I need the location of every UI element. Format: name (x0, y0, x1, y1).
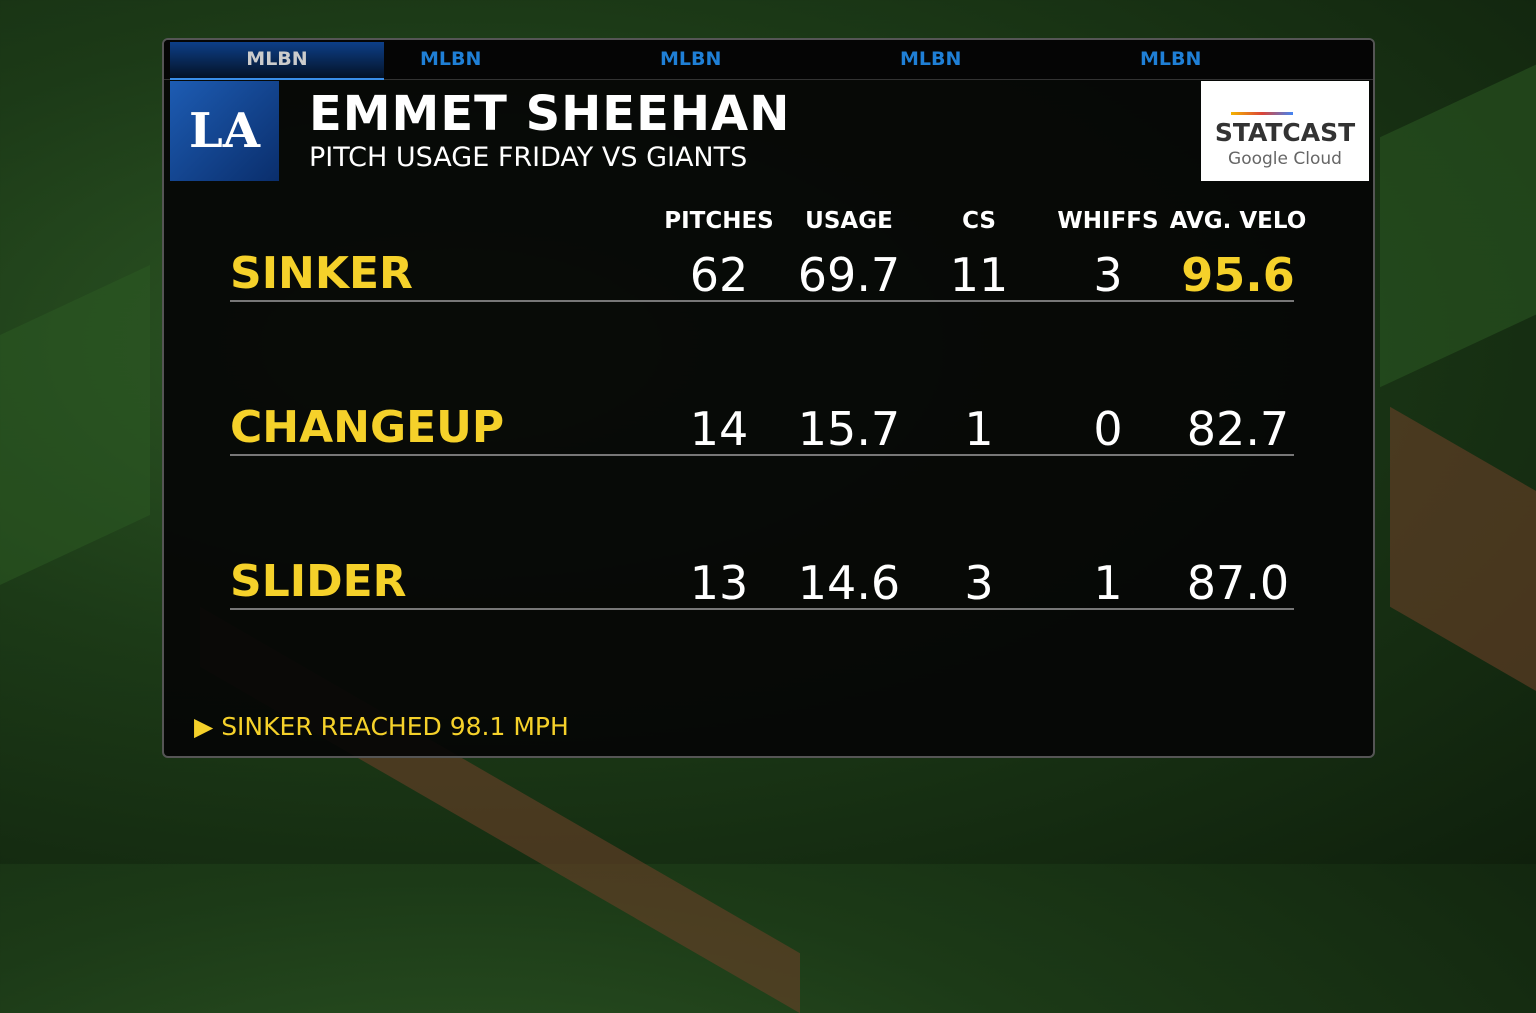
usage-value: 15.7 (797, 402, 901, 456)
whiffs-value: 0 (1093, 402, 1123, 456)
table-row: CHANGEUP 14 15.7 1 0 82.7 (230, 396, 1294, 456)
player-name: EMMET SHEEHAN (309, 86, 791, 142)
play-triangle-icon: ▶ (194, 712, 222, 741)
usage-value: 14.6 (797, 556, 901, 610)
header-avg-velo: AVG. VELO (1169, 208, 1307, 234)
header-usage: USAGE (805, 208, 893, 234)
header-whiffs: WHIFFS (1057, 208, 1159, 234)
cs-value: 1 (964, 402, 994, 456)
dodgers-logo: LA (170, 81, 279, 181)
network-tabs: MLBN MLBN MLBN MLBN MLBN (164, 40, 1373, 80)
velo-value: 95.6 (1181, 248, 1295, 302)
pitches-value: 14 (689, 402, 749, 456)
tab-mlbn-3: MLBN (660, 48, 722, 70)
background-dirt (1390, 406, 1536, 694)
statcast-stripe-icon (1231, 112, 1293, 115)
footnote-text: SINKER REACHED 98.1 MPH (221, 712, 569, 741)
cs-value: 3 (964, 556, 994, 610)
table-row: SLIDER 13 14.6 3 1 87.0 (230, 550, 1294, 610)
pitches-value: 62 (689, 248, 749, 302)
background-tile (0, 265, 150, 585)
footnote: ▶ SINKER REACHED 98.1 MPH (194, 712, 569, 741)
background-tile (1380, 62, 1536, 388)
tab-mlbn-4: MLBN (900, 48, 962, 70)
header-cs: CS (962, 208, 996, 234)
statcast-wordmark: STATCAST (1214, 118, 1356, 147)
cs-value: 11 (949, 248, 1009, 302)
whiffs-value: 1 (1093, 556, 1123, 610)
pitch-name: CHANGEUP (230, 402, 505, 453)
google-cloud-wordmark: Google Cloud (1228, 149, 1342, 169)
pitch-name: SLIDER (230, 556, 407, 607)
usage-value: 69.7 (797, 248, 901, 302)
pitch-name: SINKER (230, 248, 413, 299)
pitches-value: 13 (689, 556, 749, 610)
tab-mlbn-5: MLBN (1140, 48, 1202, 70)
subtitle: PITCH USAGE FRIDAY VS GIANTS (309, 142, 748, 173)
pitch-usage-panel: MLBN MLBN MLBN MLBN MLBN LA EMMET SHEEHA… (162, 38, 1375, 758)
tab-mlbn-2: MLBN (420, 48, 482, 70)
tab-mlbn-1: MLBN (170, 42, 384, 80)
statcast-logo: STATCAST Google Cloud (1201, 81, 1369, 181)
velo-value: 82.7 (1186, 402, 1290, 456)
velo-value: 87.0 (1186, 556, 1290, 610)
whiffs-value: 3 (1093, 248, 1123, 302)
header-pitches: PITCHES (664, 208, 774, 234)
table-row: SINKER 62 69.7 11 3 95.6 (230, 242, 1295, 302)
